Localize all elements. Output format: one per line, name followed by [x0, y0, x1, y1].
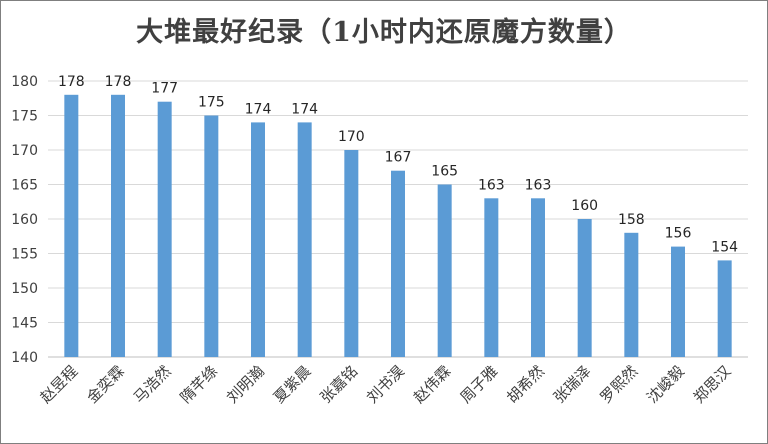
data-label: 163: [478, 177, 505, 193]
bar: [717, 260, 732, 357]
y-tick-label: 175: [11, 109, 38, 125]
y-tick-label: 180: [11, 74, 38, 90]
x-tick-label: 刘书淏: [363, 362, 408, 407]
x-tick-label: 刘明瀚: [223, 362, 268, 407]
y-tick-label: 140: [11, 350, 38, 366]
x-tick-label: 沈峻毅: [643, 362, 688, 407]
data-label: 156: [665, 226, 692, 242]
x-tick-label: 胡希然: [503, 362, 548, 407]
data-label: 158: [618, 212, 645, 228]
x-tick-label: 隋芊绦: [177, 362, 222, 407]
data-label: 178: [105, 74, 132, 90]
data-label: 165: [431, 164, 458, 180]
bar: [577, 219, 592, 357]
bar: [531, 198, 545, 357]
bar: [624, 232, 639, 357]
x-tick-label: 张瑞泽: [550, 362, 595, 407]
y-tick-label: 165: [11, 178, 38, 194]
x-tick-label: 郑思汉: [690, 362, 735, 407]
x-tick-label: 罗熙然: [597, 362, 642, 407]
data-label: 174: [245, 101, 272, 117]
x-tick-label: 马浩然: [130, 362, 175, 407]
x-tick-label: 赵伟霖: [410, 362, 455, 407]
x-tick-label: 周子雅: [457, 362, 502, 407]
x-tick-label: 赵昱程: [37, 362, 82, 407]
bar: [111, 94, 125, 358]
data-label: 175: [198, 95, 225, 111]
x-tick-label: 金奕霖: [83, 362, 128, 407]
data-label: 167: [385, 150, 412, 166]
data-label: 163: [525, 177, 552, 193]
bar: [391, 170, 405, 357]
data-label: 178: [58, 74, 85, 90]
y-tick-label: 155: [11, 247, 38, 263]
bar: [64, 94, 79, 358]
x-tick-label: 夏紫晨: [270, 362, 315, 407]
y-tick-label: 170: [11, 143, 38, 159]
y-axis-ticks: 140 145 150 155 160 165 170 175 180: [11, 74, 38, 366]
bar: [671, 246, 685, 357]
chart-title: 大堆最好纪录（1小时内还原魔方数量）: [136, 17, 632, 48]
bar: [251, 122, 265, 358]
bar: [484, 198, 499, 357]
data-label: 170: [338, 129, 365, 145]
bar: [344, 150, 359, 357]
x-tick-label: 张嘉铭: [317, 362, 362, 407]
bar: [204, 115, 219, 357]
bar: [437, 184, 452, 357]
data-label: 177: [151, 81, 178, 97]
y-tick-label: 150: [11, 281, 38, 297]
y-tick-label: 160: [11, 212, 38, 228]
data-label: 174: [291, 101, 318, 117]
y-tick-label: 145: [11, 316, 38, 332]
x-axis-labels: 赵昱程 金奕霖 马浩然 隋芊绦 刘明瀚 夏紫晨 张嘉铭 刘书淏 赵伟霖 周子雅 胡希然 张瑞泽 罗熙然沈…: [37, 362, 735, 407]
bars: [64, 94, 732, 358]
bar: [157, 101, 172, 357]
data-label: 154: [711, 239, 738, 255]
data-label: 160: [571, 198, 598, 214]
data-labels: 178 178 177 175 174 174 170 167 165 163 163 160 158 1…: [58, 74, 738, 256]
bar: [297, 122, 312, 358]
